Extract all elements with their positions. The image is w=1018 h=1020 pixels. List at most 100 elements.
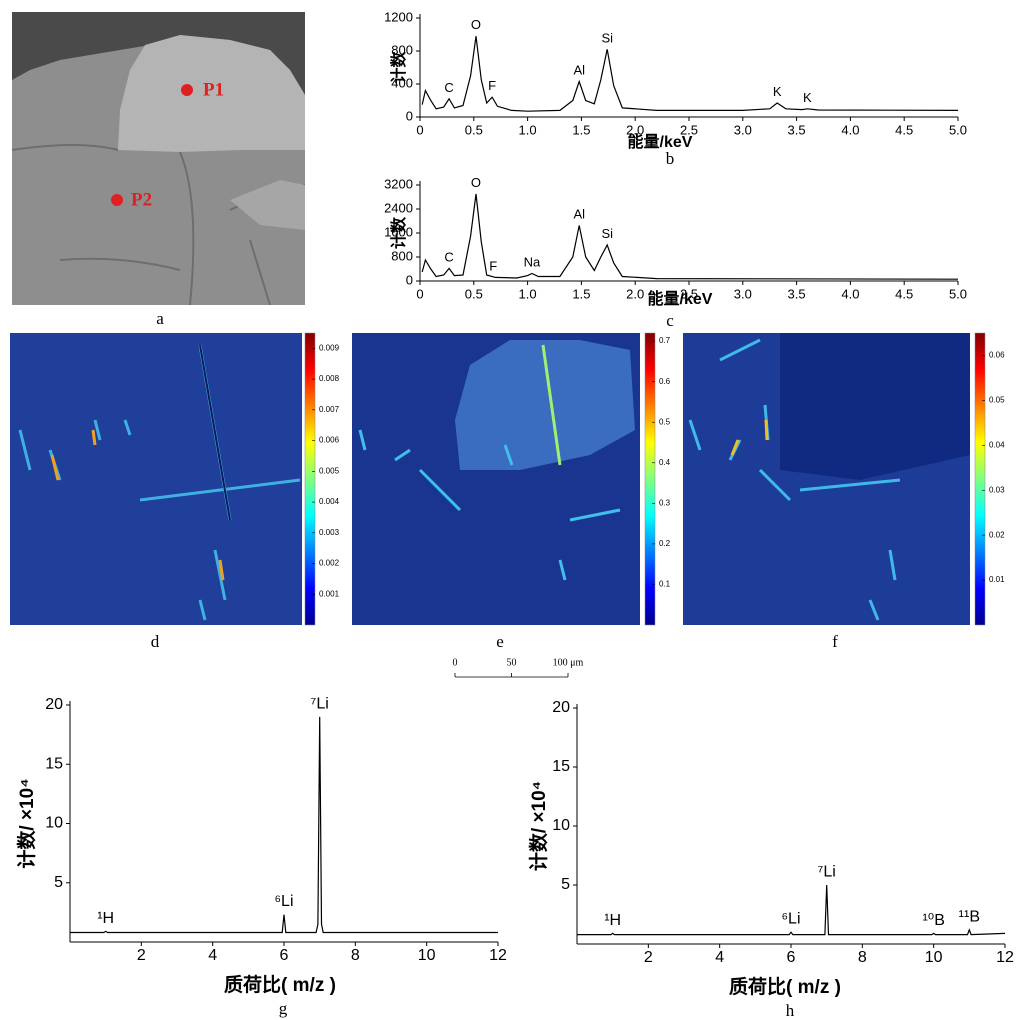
colorbar	[304, 332, 316, 626]
spectrum-line	[577, 884, 1006, 936]
peak-label: F	[488, 78, 496, 93]
scale-label: 0	[453, 657, 458, 668]
colorbar-tick-label: 0.6	[659, 377, 671, 386]
crack	[199, 344, 231, 521]
colorbar-tick-label: 0.04	[989, 440, 1005, 449]
peak-label: F	[489, 258, 497, 273]
peak-label: ¹H	[604, 912, 621, 929]
streak	[730, 419, 769, 456]
peak-label: Si	[601, 226, 613, 241]
scale-label: 50	[507, 657, 517, 668]
peak-label: K	[773, 84, 782, 99]
dark-region	[12, 12, 305, 95]
peak-label: Si	[601, 30, 613, 45]
colorbar-tick-label: 0.4	[659, 458, 671, 467]
x-tick-label: 1.5	[572, 286, 590, 301]
y-tick-label: 2400	[384, 200, 413, 215]
peak-label: C	[444, 249, 453, 264]
panel-label: a	[156, 309, 164, 328]
streak	[50, 429, 225, 581]
colorbar-tick-label: 0.7	[659, 336, 671, 345]
panel-label: h	[786, 1001, 795, 1020]
y-tick-label: 1600	[384, 224, 413, 239]
point-label: P2	[131, 189, 152, 210]
grain	[230, 180, 305, 230]
x-tick-label: 2	[644, 949, 653, 966]
y-tick-label: 0	[406, 108, 413, 123]
peak-label: C	[444, 80, 453, 95]
peak-label: ¹⁰B	[922, 912, 944, 929]
colorbar-tick-label: 0.006	[319, 436, 340, 445]
x-tick-label: 8	[351, 947, 360, 964]
spectrum-line	[421, 193, 959, 280]
peak-label: ⁶Li	[274, 893, 293, 910]
x-tick-label: 6	[280, 947, 289, 964]
peak-label: ⁶Li	[781, 911, 800, 928]
y-tick-label: 800	[391, 248, 413, 263]
map-bg	[10, 333, 302, 625]
map-d	[10, 333, 302, 625]
x-tick-label: 2.5	[680, 122, 698, 137]
y-axis-title: 计数/ ×10⁴	[15, 778, 38, 868]
peak-label: Al	[573, 63, 585, 78]
peak-label: ¹¹B	[959, 908, 980, 925]
spectrum-line	[70, 716, 498, 934]
x-axis-title: 能量/keV	[648, 289, 713, 308]
panel-label: b	[666, 149, 675, 168]
map-e	[352, 333, 640, 625]
x-tick-label: 2.0	[626, 286, 644, 301]
panel-label: e	[496, 632, 504, 651]
y-tick-label: 15	[45, 755, 63, 772]
x-tick-label: 10	[925, 949, 943, 966]
x-tick-label: 2.5	[680, 286, 698, 301]
y-tick-label: 5	[54, 874, 63, 891]
colorbar-tick-label: 0.5	[659, 417, 671, 426]
x-tick-label: 8	[858, 949, 867, 966]
colorbar	[974, 332, 986, 626]
x-tick-label: 0.5	[465, 286, 483, 301]
colorbar-tick-label: 0.1	[659, 580, 671, 589]
panel-label: c	[666, 311, 674, 330]
y-tick-label: 20	[552, 699, 570, 716]
colorbar-tick-label: 0.002	[319, 559, 340, 568]
colorbar-tick-label: 0.03	[989, 485, 1005, 494]
x-tick-label: 2	[137, 947, 146, 964]
region	[683, 333, 970, 625]
x-tick-label: 12	[996, 949, 1014, 966]
y-tick-label: 10	[552, 817, 570, 834]
x-tick-label: 3.5	[788, 122, 806, 137]
panel-label: g	[279, 999, 288, 1018]
colorbar-tick-label: 0.06	[989, 351, 1005, 360]
sem-image	[12, 12, 305, 305]
y-axis-title: 计数	[389, 216, 408, 249]
streak	[358, 429, 621, 581]
map-f	[683, 333, 970, 625]
grain	[118, 35, 305, 152]
peak-label: Al	[573, 207, 585, 222]
x-tick-label: 4.0	[841, 286, 859, 301]
colorbar-tick-label: 0.005	[319, 466, 340, 475]
x-tick-label: 5.0	[949, 122, 967, 137]
x-tick-label: 4.5	[895, 122, 913, 137]
x-tick-label: 1.0	[519, 122, 537, 137]
point-marker	[181, 84, 193, 96]
peak-label: K	[803, 90, 812, 105]
x-tick-label: 1.0	[519, 286, 537, 301]
colorbar	[644, 332, 656, 626]
x-axis-title: 质荷比( m/z )	[729, 975, 841, 998]
x-tick-label: 4.5	[895, 286, 913, 301]
x-tick-label: 0	[416, 286, 423, 301]
x-tick-label: 4	[715, 949, 724, 966]
x-tick-label: 4.0	[841, 122, 859, 137]
colorbar-tick-label: 0.3	[659, 498, 671, 507]
y-tick-label: 5	[561, 876, 570, 893]
colorbar-tick-label: 0.004	[319, 497, 340, 506]
peak-label: ¹H	[97, 910, 114, 927]
peak-label: ⁷Li	[818, 863, 836, 880]
y-axis-title: 计数	[389, 51, 408, 84]
x-tick-label: 2.0	[626, 122, 644, 137]
x-tick-label: 3.0	[734, 122, 752, 137]
x-tick-label: 0	[416, 122, 423, 137]
peak-label: Na	[524, 255, 541, 270]
